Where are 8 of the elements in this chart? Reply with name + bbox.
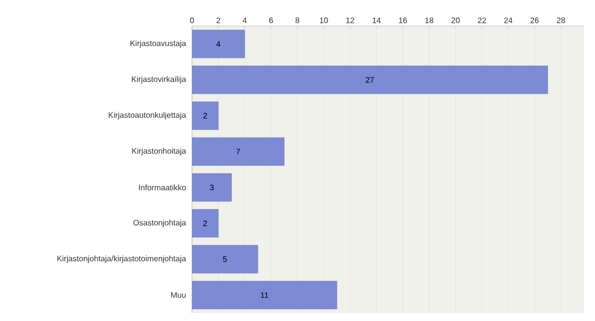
bar bbox=[192, 209, 219, 238]
bar bbox=[192, 280, 338, 310]
bar bbox=[192, 102, 219, 130]
bar bbox=[192, 137, 284, 166]
bar bbox=[192, 30, 245, 58]
bar bbox=[192, 173, 232, 202]
bar bbox=[192, 66, 548, 94]
bar bbox=[192, 245, 258, 274]
